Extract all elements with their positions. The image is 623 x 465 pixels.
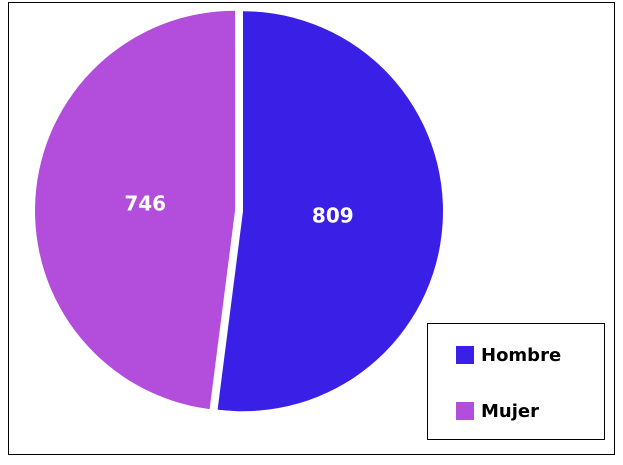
legend: Hombre Mujer — [456, 345, 561, 422]
legend-swatch — [456, 402, 474, 420]
legend-swatch — [456, 346, 474, 364]
pie-slice — [217, 11, 443, 412]
pie: 809 746 — [35, 10, 443, 412]
data-label: 746 — [124, 192, 166, 216]
pie-slice — [35, 10, 236, 410]
legend-label: Hombre — [481, 345, 561, 366]
data-label: 809 — [312, 203, 354, 227]
legend-label: Mujer — [481, 401, 539, 422]
legend-box — [427, 323, 605, 440]
